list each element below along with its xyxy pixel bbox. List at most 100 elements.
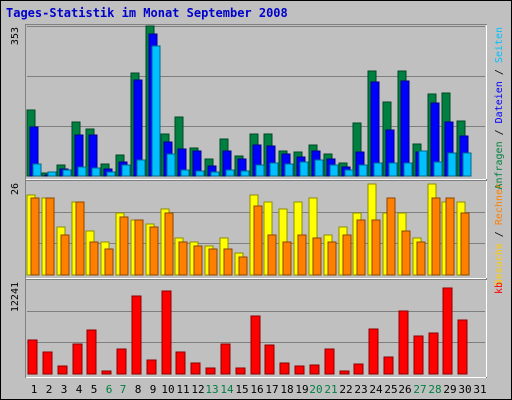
bar-kb-day-10: [161, 290, 172, 375]
panel-kb: 12241 kb: [10, 279, 505, 378]
x-tick-day-23: 23: [354, 383, 367, 396]
bar-dateien-day-26: [400, 80, 410, 177]
bar-seiten-day-18: [284, 163, 294, 177]
x-tick-day-5: 5: [91, 383, 98, 396]
bar-kb-day-23: [353, 363, 364, 375]
series-rechner: [30, 197, 470, 276]
bar-rechner-day-7: [119, 216, 129, 276]
bar-rechner-day-13: [208, 248, 218, 276]
bar-dateien-day-24: [370, 81, 380, 177]
series-kb: [27, 287, 468, 375]
bar-rechner-day-19: [297, 234, 307, 276]
bar-rechner-day-15: [238, 256, 248, 276]
legend-separator: /: [494, 225, 505, 243]
bar-kb-day-18: [279, 362, 290, 375]
x-tick-day-30: 30: [458, 383, 471, 396]
bar-seiten-day-5: [91, 167, 101, 177]
x-tick-day-13: 13: [205, 383, 218, 396]
bar-kb-day-3: [57, 365, 68, 375]
bar-seiten-day-20: [314, 159, 324, 177]
x-tick-day-16: 16: [250, 383, 263, 396]
bar-kb-day-26: [398, 310, 409, 375]
bar-seiten-day-12: [195, 170, 205, 177]
bar-seiten-day-10: [166, 153, 176, 177]
bar-kb-day-14: [220, 343, 231, 375]
legend-separator: /: [494, 63, 505, 81]
bar-rechner-day-21: [327, 241, 337, 276]
series-seiten: [32, 45, 472, 177]
x-tick-day-3: 3: [61, 383, 68, 396]
bar-seiten-day-23: [358, 164, 368, 177]
bar-seiten-day-24: [373, 162, 383, 177]
bar-seiten-day-7: [121, 164, 131, 177]
legend-separator: /: [494, 123, 505, 141]
bar-seiten-day-2: [47, 171, 57, 177]
bar-kb-day-21: [324, 348, 335, 375]
legend-label-rechner: Rechner: [494, 183, 505, 225]
bar-kb-day-29: [442, 287, 453, 375]
x-tick-day-12: 12: [191, 383, 204, 396]
x-tick-day-31: 31: [473, 383, 486, 396]
chart-panels: 353 Anfragen / Dateien / Seiten 26 Besuche …: [10, 24, 505, 378]
bar-kb-day-15: [235, 367, 246, 375]
chart-title: Tages-Statistik im Monat September 2008: [6, 6, 288, 20]
legend-label-seiten: Seiten: [494, 27, 505, 63]
x-tick-day-4: 4: [76, 383, 83, 396]
bar-rechner-day-12: [193, 245, 203, 276]
bar-kb-day-25: [383, 356, 394, 375]
bar-seiten-day-17: [269, 162, 279, 177]
panel-max-label: 26: [10, 183, 21, 195]
bar-seiten-day-19: [299, 161, 309, 177]
bar-kb-day-4: [72, 343, 83, 375]
x-tick-day-14: 14: [220, 383, 234, 396]
panel-legend: kb: [494, 282, 505, 294]
bar-rechner-day-11: [178, 241, 188, 276]
bar-kb-day-8: [131, 295, 142, 375]
bar-rechner-day-5: [89, 241, 99, 276]
x-tick-day-11: 11: [176, 383, 189, 396]
bar-seiten-day-4: [77, 166, 87, 177]
bar-kb-day-27: [413, 335, 424, 375]
panel-max-label: 12241: [10, 282, 21, 312]
bar-seiten-day-16: [255, 164, 265, 177]
bar-kb-day-7: [116, 348, 127, 375]
bar-seiten-day-14: [225, 169, 235, 177]
bar-rechner-day-14: [223, 248, 233, 276]
bar-rechner-day-22: [342, 234, 352, 276]
bar-rechner-day-9: [149, 226, 159, 276]
bar-seiten-day-15: [240, 170, 250, 177]
bar-seiten-day-28: [433, 161, 443, 177]
bar-seiten-day-26: [403, 162, 413, 177]
x-tick-day-10: 10: [161, 383, 174, 396]
bar-seiten-day-29: [447, 152, 457, 177]
bar-kb-day-19: [294, 365, 305, 375]
panel-legend: Anfragen / Dateien / Seiten: [494, 27, 505, 190]
x-tick-day-19: 19: [295, 383, 308, 396]
bar-rechner-day-3: [60, 234, 70, 276]
bar-rechner-day-20: [312, 237, 322, 276]
bar-kb-day-9: [146, 359, 157, 375]
legend-label-kb: kb: [494, 282, 505, 294]
bar-seiten-day-9: [151, 45, 161, 177]
x-tick-day-26: 26: [398, 383, 411, 396]
bar-rechner-day-6: [104, 248, 114, 276]
x-tick-day-25: 25: [384, 383, 397, 396]
bar-seiten-day-27: [418, 150, 428, 177]
x-tick-day-15: 15: [235, 383, 248, 396]
x-tick-day-20: 20: [309, 383, 322, 396]
bar-kb-day-20: [309, 364, 320, 375]
bar-rechner-day-10: [164, 212, 174, 276]
bar-seiten-day-3: [62, 169, 72, 177]
bar-seiten-day-8: [136, 159, 146, 177]
bar-seiten-day-30: [462, 152, 472, 177]
bar-kb-day-17: [264, 344, 275, 375]
bar-kb-day-22: [339, 370, 350, 375]
legend-label-anfragen: Anfragen: [494, 141, 505, 189]
bar-kb-day-11: [175, 351, 186, 375]
bar-kb-day-12: [190, 362, 201, 375]
x-tick-day-2: 2: [46, 383, 53, 396]
legend-label-besuche: Besuche: [494, 243, 505, 285]
bar-rechner-day-30: [460, 212, 470, 276]
bar-kb-day-6: [101, 370, 112, 375]
